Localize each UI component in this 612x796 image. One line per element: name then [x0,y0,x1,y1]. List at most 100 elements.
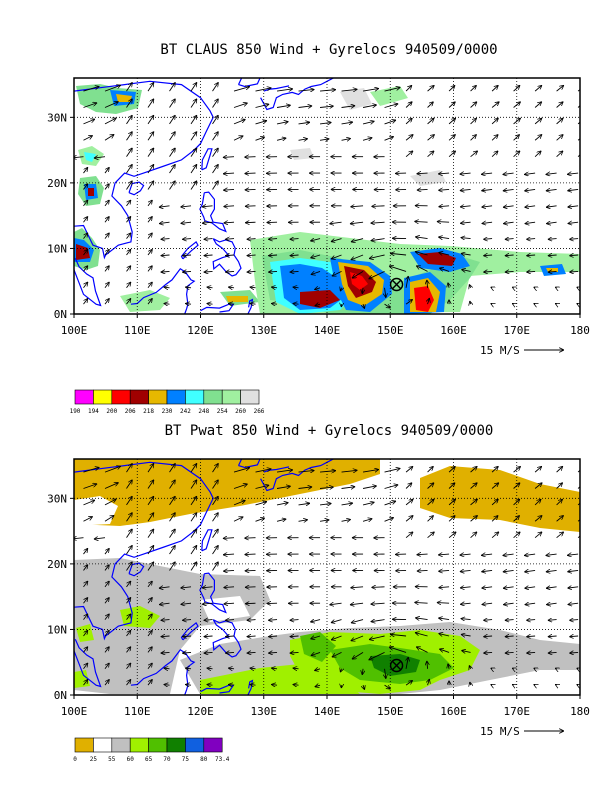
wind-vector [234,103,248,108]
wind-vector [535,118,542,124]
wind-vector [546,587,557,588]
colorbar-label: 218 [143,408,154,415]
x-tick-label: 130E [251,324,278,337]
wind-vector [191,115,197,124]
wind-vector [191,562,197,571]
wind-vector [546,222,556,223]
colorbar-label: 55 [108,756,116,763]
wind-vector [414,221,427,222]
wind-vector [320,139,329,140]
wind-vector [148,82,154,91]
wind-vector [548,239,557,240]
wind-vector [247,636,256,637]
wind-vector [213,181,219,190]
wind-vector [371,587,384,588]
wind-vector [126,200,130,206]
wind-vector [546,554,557,555]
wind-vector [350,206,363,207]
wind-vector [126,115,132,124]
wind-vector [148,266,152,272]
wind-vector [277,105,291,107]
wind-vector [437,222,449,223]
wind-vector [148,181,154,190]
y-tick-label: 30N [47,492,67,505]
wind-vector [460,206,471,207]
colorbar-label: 0 [73,756,77,763]
wind-vector [148,131,154,140]
colorbar-label: 266 [254,408,265,415]
wind-vector [351,620,363,623]
wind-vector [406,118,412,124]
colorbar-swatch [112,738,130,752]
coastline-segment [182,242,199,259]
wind-vector [438,554,449,555]
wind-vector [567,173,578,174]
x-tick-label: 160E [440,705,467,718]
wind-vector [371,239,385,241]
wind-vector [148,216,152,222]
coastline-segment [201,304,234,312]
x-tick-label: 120E [187,324,214,337]
wind-vector [503,603,513,604]
wind-vector [512,287,513,288]
wind-vector [524,189,535,190]
wind-vector [535,134,542,140]
wind-vector [223,206,234,207]
x-tick-label: 140E [314,705,341,718]
wind-vector [170,148,176,157]
wind-vector [350,222,363,224]
colorbar-swatch [75,738,93,752]
wind-vector [126,164,132,173]
wind-vector [568,222,578,223]
wind-vector [406,532,413,538]
wind-vector [105,118,116,124]
colorbar-swatch [93,738,111,752]
colorbar-swatch [130,738,148,752]
wind-vector [535,102,542,108]
wind-vector [415,618,427,620]
wind-vector [414,602,427,603]
wind-vector [578,151,584,157]
wind-vector [126,233,130,239]
colorbar-swatch [75,390,93,404]
wind-vector [577,684,578,685]
coastline-segment [261,75,337,110]
wind-vector [461,619,471,620]
wind-vector [546,206,557,207]
colorbar-label: 254 [217,408,228,415]
wind-vector [526,239,535,240]
wind-vector [557,151,563,157]
wind-vector [578,532,585,538]
wind-vector [204,636,213,637]
wind-vector [514,466,521,472]
wind-vector [524,587,535,588]
wind-vector [310,620,320,622]
wind-vector [247,239,256,240]
wind-vector [256,121,267,124]
wind-vector [557,466,563,472]
colorbar-label: 60 [127,756,135,763]
wind-vector [525,222,535,223]
wind-vector [170,181,176,190]
wind-vector [460,587,471,588]
wind-vector [577,303,578,304]
wind-vector [471,134,477,140]
wind-vector [406,151,413,157]
coastline-segment [202,149,212,170]
wind-vector [363,502,374,505]
wind-vector [161,255,170,256]
wind-vector [461,238,471,239]
colorbar-swatch [222,390,240,404]
y-tick-label: 0N [54,308,67,321]
wind-vector [83,282,87,288]
wind-vector [449,85,455,91]
wind-vector [182,255,191,256]
wind-vector [406,85,412,91]
wind-vector [534,287,535,288]
wind-vector [438,587,449,588]
wind-vector [428,532,435,538]
colorbar-label: 200 [106,408,117,415]
wind-vector [406,134,413,140]
wind-vector [213,99,219,108]
